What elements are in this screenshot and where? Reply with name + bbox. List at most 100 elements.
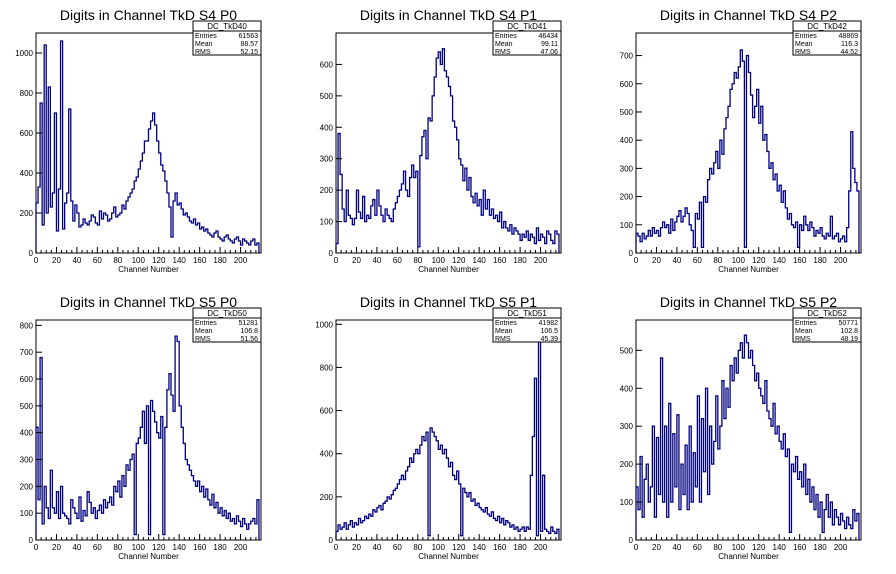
x-tick-label: 0 bbox=[634, 256, 639, 265]
histogram-bin bbox=[832, 525, 834, 540]
x-tick-label: 160 bbox=[793, 543, 807, 552]
x-tick-label: 80 bbox=[713, 543, 722, 552]
histogram-bin bbox=[481, 215, 483, 253]
histogram-bin bbox=[749, 358, 751, 540]
y-tick-label: 300 bbox=[620, 164, 634, 173]
histogram-bin bbox=[128, 197, 130, 253]
histogram-bin bbox=[663, 502, 665, 540]
x-axis-label: Channel Number bbox=[718, 265, 779, 274]
histogram-bin bbox=[553, 244, 555, 253]
y-tick-label: 600 bbox=[20, 375, 34, 384]
histogram-bin bbox=[87, 225, 89, 253]
x-tick-label: 60 bbox=[393, 256, 402, 265]
histogram-bin bbox=[173, 411, 175, 540]
y-tick-label: 400 bbox=[620, 384, 634, 393]
x-tick-label: 20 bbox=[52, 256, 61, 265]
histogram-bin bbox=[459, 159, 461, 253]
y-tick-label: 400 bbox=[320, 123, 334, 132]
histogram-bin bbox=[442, 454, 444, 540]
histogram-bin bbox=[467, 190, 469, 253]
histogram-bin bbox=[422, 436, 424, 540]
histogram-bin bbox=[155, 422, 157, 540]
y-tick-label: 0 bbox=[329, 249, 334, 258]
stats-box: DC_TkD40 Entries 61563 Mean 88.57 RMS 52… bbox=[192, 20, 262, 56]
histogram-bin bbox=[667, 517, 669, 540]
x-tick-label: 0 bbox=[34, 256, 39, 265]
histogram-bin bbox=[730, 89, 732, 253]
histogram-bin bbox=[775, 434, 777, 540]
histogram-bin bbox=[430, 121, 432, 253]
x-tick-label: 100 bbox=[132, 256, 146, 265]
histogram-bin bbox=[208, 500, 210, 540]
histogram-bin bbox=[485, 209, 487, 253]
histogram-bin bbox=[153, 113, 155, 253]
histogram-bin bbox=[671, 502, 673, 540]
panel-s4-p1: Digits in Channel TkD S4 P1 Channel Numb… bbox=[320, 7, 562, 274]
histogram-bin bbox=[669, 233, 671, 253]
stats-rms-label: RMS bbox=[795, 49, 811, 56]
stats-name: DC_TkD51 bbox=[507, 309, 547, 318]
histogram-bin bbox=[185, 213, 187, 253]
histogram-bin bbox=[247, 529, 249, 540]
histogram-outline bbox=[35, 40, 260, 253]
histogram-bin bbox=[749, 72, 751, 253]
histogram-bin bbox=[502, 228, 504, 253]
y-tick-label: 500 bbox=[620, 346, 634, 355]
histogram-bin bbox=[214, 508, 216, 540]
stats-rms-label: RMS bbox=[195, 49, 211, 56]
histogram-bin bbox=[116, 492, 118, 540]
histogram-bin bbox=[365, 222, 367, 253]
x-tick-label: 60 bbox=[393, 543, 402, 552]
histogram-bin bbox=[187, 217, 189, 253]
stats-mean-label: Mean bbox=[795, 41, 813, 48]
histogram-bin bbox=[140, 161, 142, 253]
histogram-bin bbox=[744, 335, 746, 540]
x-tick-label: 60 bbox=[93, 256, 102, 265]
x-tick-label: 120 bbox=[752, 543, 766, 552]
y-tick-label: 100 bbox=[620, 221, 634, 230]
x-tick-label: 40 bbox=[72, 543, 81, 552]
histogram-bin bbox=[81, 225, 83, 253]
histogram-bin bbox=[718, 168, 720, 253]
y-tick-label: 700 bbox=[20, 348, 34, 357]
histogram-bin bbox=[722, 154, 724, 253]
histogram-bin bbox=[48, 519, 50, 540]
histogram-bin bbox=[781, 202, 783, 253]
histogram-bin bbox=[399, 480, 401, 540]
histogram-bin bbox=[179, 203, 181, 253]
histogram-bin bbox=[665, 228, 667, 253]
histogram-bin bbox=[420, 445, 422, 540]
y-tick-label: 400 bbox=[320, 450, 334, 459]
histogram-bin bbox=[120, 497, 122, 540]
stats-entries-label: Entries bbox=[195, 320, 217, 327]
histogram-bin bbox=[753, 366, 755, 540]
y-tick-label: 800 bbox=[20, 89, 34, 98]
stats-box-frame bbox=[492, 20, 562, 56]
histogram-bin bbox=[465, 493, 467, 540]
histogram-bin bbox=[352, 225, 354, 253]
histogram-bin bbox=[487, 514, 489, 540]
histogram-bin bbox=[159, 438, 161, 540]
histogram-bin bbox=[155, 125, 157, 253]
x-tick-label: 120 bbox=[452, 543, 466, 552]
histogram-bin bbox=[814, 510, 816, 540]
histogram-bin bbox=[777, 191, 779, 253]
stats-rms-value: 47.06 bbox=[540, 49, 558, 56]
histogram-bin bbox=[828, 517, 830, 540]
y-tick-label: 1000 bbox=[315, 320, 333, 329]
histogram-bin bbox=[769, 419, 771, 540]
x-axis-label: Channel Number bbox=[418, 552, 479, 561]
histogram-bin bbox=[418, 454, 420, 540]
stats-box-frame bbox=[192, 20, 262, 56]
histogram-bin bbox=[455, 127, 457, 253]
histogram-bin bbox=[832, 239, 834, 253]
y-tick-label: 200 bbox=[20, 482, 34, 491]
y-tick-label: 0 bbox=[629, 536, 634, 545]
histogram-bin bbox=[773, 180, 775, 253]
histogram-bin bbox=[453, 121, 455, 253]
histogram-bin bbox=[810, 502, 812, 540]
histogram-bin bbox=[189, 470, 191, 540]
histogram-bin bbox=[138, 438, 140, 540]
x-tick-label: 80 bbox=[413, 256, 422, 265]
histogram-bin bbox=[101, 219, 103, 253]
